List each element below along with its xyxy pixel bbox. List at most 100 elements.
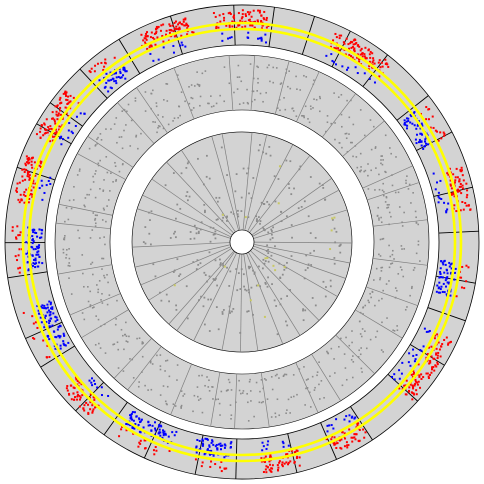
outer-data-point	[350, 55, 353, 58]
middle-data-point	[94, 217, 97, 220]
middle-data-point	[94, 144, 97, 147]
inner-data-point	[252, 177, 255, 179]
outer-data-point	[76, 380, 79, 383]
outer-data-point	[455, 210, 458, 213]
outer-data-point	[25, 168, 28, 171]
inner-data-point	[275, 305, 278, 307]
outer-data-point	[159, 29, 162, 32]
outer-data-point	[65, 112, 68, 115]
middle-data-point	[88, 193, 90, 196]
outer-data-point	[363, 53, 366, 56]
outer-data-point	[150, 31, 153, 34]
outer-data-point	[91, 410, 94, 413]
inner-data-point	[269, 154, 272, 157]
outer-data-point	[228, 36, 231, 39]
outer-data-point	[122, 74, 125, 77]
middle-data-point	[103, 236, 105, 238]
middle-data-point	[103, 276, 106, 279]
outer-data-point	[249, 24, 252, 27]
middle-data-point	[389, 147, 391, 149]
outer-data-point	[461, 184, 464, 187]
middle-data-point	[190, 109, 193, 111]
outer-data-point	[34, 174, 37, 177]
outer-data-point	[449, 184, 452, 187]
inner-data-point	[245, 289, 248, 292]
middle-data-point	[149, 360, 152, 362]
inner-data-point	[185, 166, 188, 169]
outer-data-point	[266, 466, 269, 469]
outer-data-point	[420, 349, 423, 352]
middle-data-point	[378, 217, 380, 219]
middle-data-point	[323, 396, 325, 399]
middle-data-point	[223, 100, 226, 103]
inner-data-point	[248, 192, 250, 195]
inner-data-point	[291, 236, 293, 239]
outer-data-point	[54, 347, 57, 350]
middle-data-point	[197, 84, 200, 86]
outer-data-point	[178, 27, 181, 30]
outer-data-point	[427, 377, 430, 380]
inner-data-point	[322, 187, 325, 189]
outer-data-point	[127, 423, 130, 426]
middle-data-point	[268, 64, 270, 66]
middle-sector-boundary	[342, 120, 385, 157]
outer-data-point	[51, 117, 54, 120]
inner-data-point	[311, 297, 314, 299]
outer-data-point	[460, 169, 463, 172]
outer-data-point	[26, 157, 29, 160]
middle-data-point	[357, 356, 360, 358]
middle-data-point	[242, 390, 245, 392]
outer-data-point	[416, 123, 419, 126]
middle-data-point	[351, 141, 353, 144]
outer-data-point	[201, 439, 204, 442]
outer-data-point	[23, 170, 26, 173]
outer-data-point	[43, 304, 46, 307]
outer-data-point	[162, 46, 165, 49]
outer-data-point	[162, 431, 165, 434]
middle-data-point	[401, 225, 404, 227]
inner-data-point	[307, 215, 310, 218]
inner-data-point	[222, 309, 225, 311]
outer-data-point	[66, 389, 69, 392]
middle-data-point	[285, 373, 288, 376]
middle-data-point	[226, 389, 229, 392]
outer-data-point	[83, 404, 86, 407]
outer-data-point	[437, 291, 440, 294]
middle-data-point	[266, 66, 269, 69]
outer-data-point	[41, 306, 44, 309]
outer-data-point	[269, 454, 272, 457]
inner-sector-boundary	[252, 247, 338, 297]
middle-data-point	[360, 166, 362, 168]
outer-data-point	[446, 208, 449, 211]
middle-data-point	[272, 66, 275, 69]
middle-data-point	[166, 100, 169, 102]
middle-data-point	[65, 206, 68, 209]
outer-data-point	[445, 336, 448, 339]
middle-data-point	[62, 248, 65, 251]
middle-data-point	[374, 147, 377, 149]
outer-data-point	[263, 18, 266, 21]
inner-data-point	[271, 283, 273, 286]
outer-data-point	[32, 186, 35, 189]
inner-data-point	[214, 279, 216, 281]
middle-data-point	[262, 387, 265, 390]
outer-data-point	[465, 204, 468, 207]
middle-data-point	[98, 280, 101, 282]
middle-data-point	[162, 127, 165, 130]
middle-data-point	[402, 275, 405, 278]
middle-data-point	[177, 116, 179, 119]
middle-data-point	[78, 237, 81, 239]
outer-data-point	[76, 391, 79, 394]
middle-data-point	[390, 215, 392, 218]
middle-data-point	[419, 260, 421, 262]
outer-data-point	[168, 450, 171, 453]
outer-data-point	[186, 23, 189, 26]
outer-data-point	[248, 18, 251, 21]
outer-data-point	[140, 33, 143, 36]
outer-data-point	[260, 39, 263, 42]
outer-data-point	[35, 232, 38, 235]
outer-sector-boundary	[362, 54, 388, 87]
outer-data-point	[167, 435, 170, 438]
middle-data-point	[374, 336, 377, 338]
inner-data-point	[205, 154, 208, 157]
